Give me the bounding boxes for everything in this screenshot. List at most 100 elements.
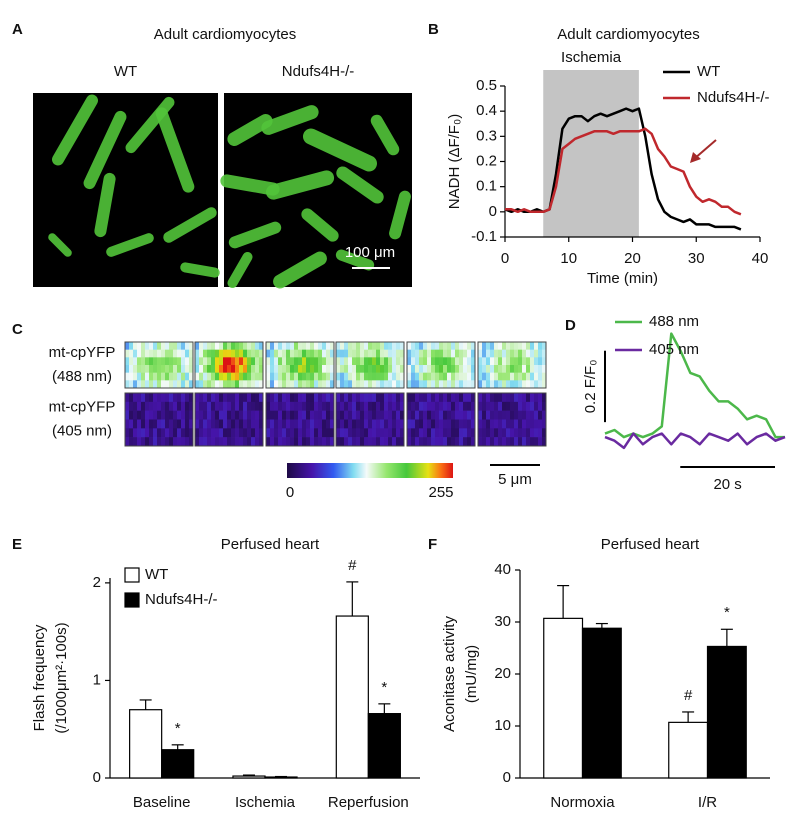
heatmap-cell bbox=[195, 372, 200, 381]
heatmap-cell bbox=[306, 357, 311, 366]
heatmap-cell bbox=[459, 365, 464, 373]
heatmap-cell bbox=[145, 393, 150, 403]
heatmap-cell bbox=[459, 428, 464, 438]
heatmap-cell bbox=[419, 342, 424, 350]
colorbar-label: 0 bbox=[286, 484, 294, 501]
heatmap-cell bbox=[538, 419, 543, 429]
heatmap-cell bbox=[542, 428, 547, 438]
heatmap-cell bbox=[274, 410, 279, 420]
heatmap-cell bbox=[423, 380, 428, 389]
heatmap-cell bbox=[314, 428, 319, 438]
heatmap-cell bbox=[270, 410, 275, 420]
heatmap-cell bbox=[165, 410, 170, 420]
heatmap-cell bbox=[506, 428, 511, 438]
heatmap-cell bbox=[467, 372, 472, 381]
heatmap-cell bbox=[185, 372, 190, 381]
heatmap-cell bbox=[392, 410, 397, 420]
heatmap-cell bbox=[348, 349, 353, 358]
heatmap-cell bbox=[340, 357, 345, 366]
heatmap-cell bbox=[542, 357, 547, 366]
heatmap-cell bbox=[510, 365, 515, 373]
heatmap-cell bbox=[423, 428, 428, 438]
heatmap-cell bbox=[207, 428, 212, 438]
heatmap-cell bbox=[278, 380, 283, 389]
heatmap-cell bbox=[380, 419, 385, 429]
heatmap-cell bbox=[137, 372, 142, 381]
image-label: WT bbox=[114, 63, 137, 80]
heatmap-cell bbox=[526, 342, 531, 350]
heatmap-cell bbox=[364, 437, 369, 447]
heatmap-cell bbox=[502, 393, 507, 403]
heatmap-cell bbox=[336, 428, 341, 438]
heatmap-cell bbox=[161, 419, 166, 429]
heatmap-cell bbox=[380, 372, 385, 381]
heatmap-cell bbox=[310, 349, 315, 358]
heatmap-cell bbox=[306, 419, 311, 429]
heatmap-cell bbox=[266, 393, 271, 403]
heatmap-cell bbox=[411, 410, 416, 420]
heatmap-cell bbox=[302, 437, 307, 447]
heatmap-cell bbox=[266, 410, 271, 420]
heatmap-cell bbox=[486, 437, 491, 447]
heatmap-cell bbox=[423, 419, 428, 429]
cardiomyocyte bbox=[180, 262, 220, 278]
heatmap-cell bbox=[274, 393, 279, 403]
heatmap-cell bbox=[415, 365, 420, 373]
heatmap-cell bbox=[340, 401, 345, 411]
heatmap-cell bbox=[227, 393, 232, 403]
heatmap-cell bbox=[129, 380, 134, 389]
heatmap-cell bbox=[407, 419, 412, 429]
y-tick-label: 2 bbox=[93, 574, 101, 591]
heatmap-cell bbox=[467, 401, 472, 411]
heatmap-cell bbox=[459, 349, 464, 358]
heatmap-cell bbox=[326, 401, 331, 411]
heatmap-cell bbox=[239, 380, 244, 389]
heatmap-cell bbox=[247, 380, 252, 389]
row-label: (405 nm) bbox=[52, 422, 112, 439]
heatmap-cell bbox=[447, 428, 452, 438]
heatmap-cell bbox=[376, 349, 381, 358]
heatmap-cell bbox=[243, 419, 248, 429]
heatmap-cell bbox=[498, 393, 503, 403]
heatmap-cell bbox=[189, 349, 194, 358]
heatmap-cell bbox=[259, 349, 264, 358]
heatmap-cell bbox=[322, 428, 327, 438]
heatmap-cell bbox=[451, 357, 456, 366]
heatmap-cell bbox=[165, 365, 170, 373]
heatmap-cell bbox=[243, 410, 248, 420]
heatmap-cell bbox=[298, 357, 303, 366]
heatmap-cell bbox=[215, 357, 220, 366]
heatmap-cell bbox=[231, 349, 236, 358]
heatmap-cell bbox=[534, 401, 539, 411]
heatmap-cell bbox=[486, 365, 491, 373]
heatmap-cell bbox=[356, 357, 361, 366]
heatmap-cell bbox=[290, 437, 295, 447]
heatmap-cell bbox=[161, 349, 166, 358]
heatmap-cell bbox=[231, 342, 236, 350]
heatmap-cell bbox=[314, 372, 319, 381]
heatmap-cell bbox=[478, 365, 483, 373]
heatmap-cell bbox=[348, 393, 353, 403]
heatmap-cell bbox=[486, 410, 491, 420]
heatmap-cell bbox=[498, 428, 503, 438]
heatmap-cell bbox=[530, 428, 535, 438]
heatmap-cell bbox=[431, 372, 436, 381]
heatmap-cell bbox=[165, 428, 170, 438]
heatmap-cell bbox=[207, 419, 212, 429]
heatmap-cell bbox=[203, 410, 208, 420]
heatmap-cell bbox=[348, 365, 353, 373]
heatmap-cell bbox=[419, 357, 424, 366]
heatmap-cell bbox=[530, 372, 535, 381]
heatmap-cell bbox=[419, 419, 424, 429]
significance-marker: * bbox=[175, 720, 181, 737]
heatmap-cell bbox=[153, 428, 158, 438]
heatmap-cell bbox=[478, 419, 483, 429]
heatmap-cell bbox=[498, 372, 503, 381]
heatmap-cell bbox=[207, 365, 212, 373]
heatmap-cell bbox=[506, 365, 511, 373]
heatmap-cell bbox=[177, 419, 182, 429]
heatmap-cell bbox=[129, 393, 134, 403]
heatmap-cell bbox=[326, 428, 331, 438]
heatmap-cell bbox=[181, 437, 186, 447]
heatmap-cell bbox=[286, 419, 291, 429]
